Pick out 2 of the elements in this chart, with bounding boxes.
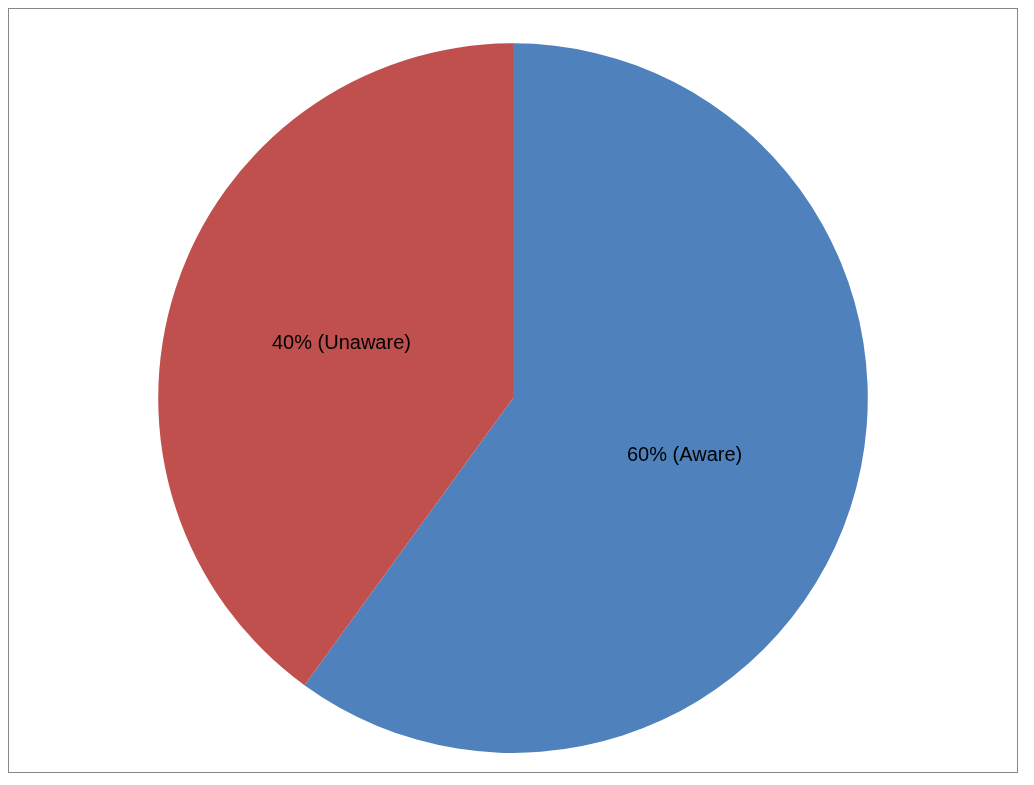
data-label: 40% (Unaware) xyxy=(271,331,411,354)
data-label: 60% (Aware) xyxy=(626,442,743,465)
